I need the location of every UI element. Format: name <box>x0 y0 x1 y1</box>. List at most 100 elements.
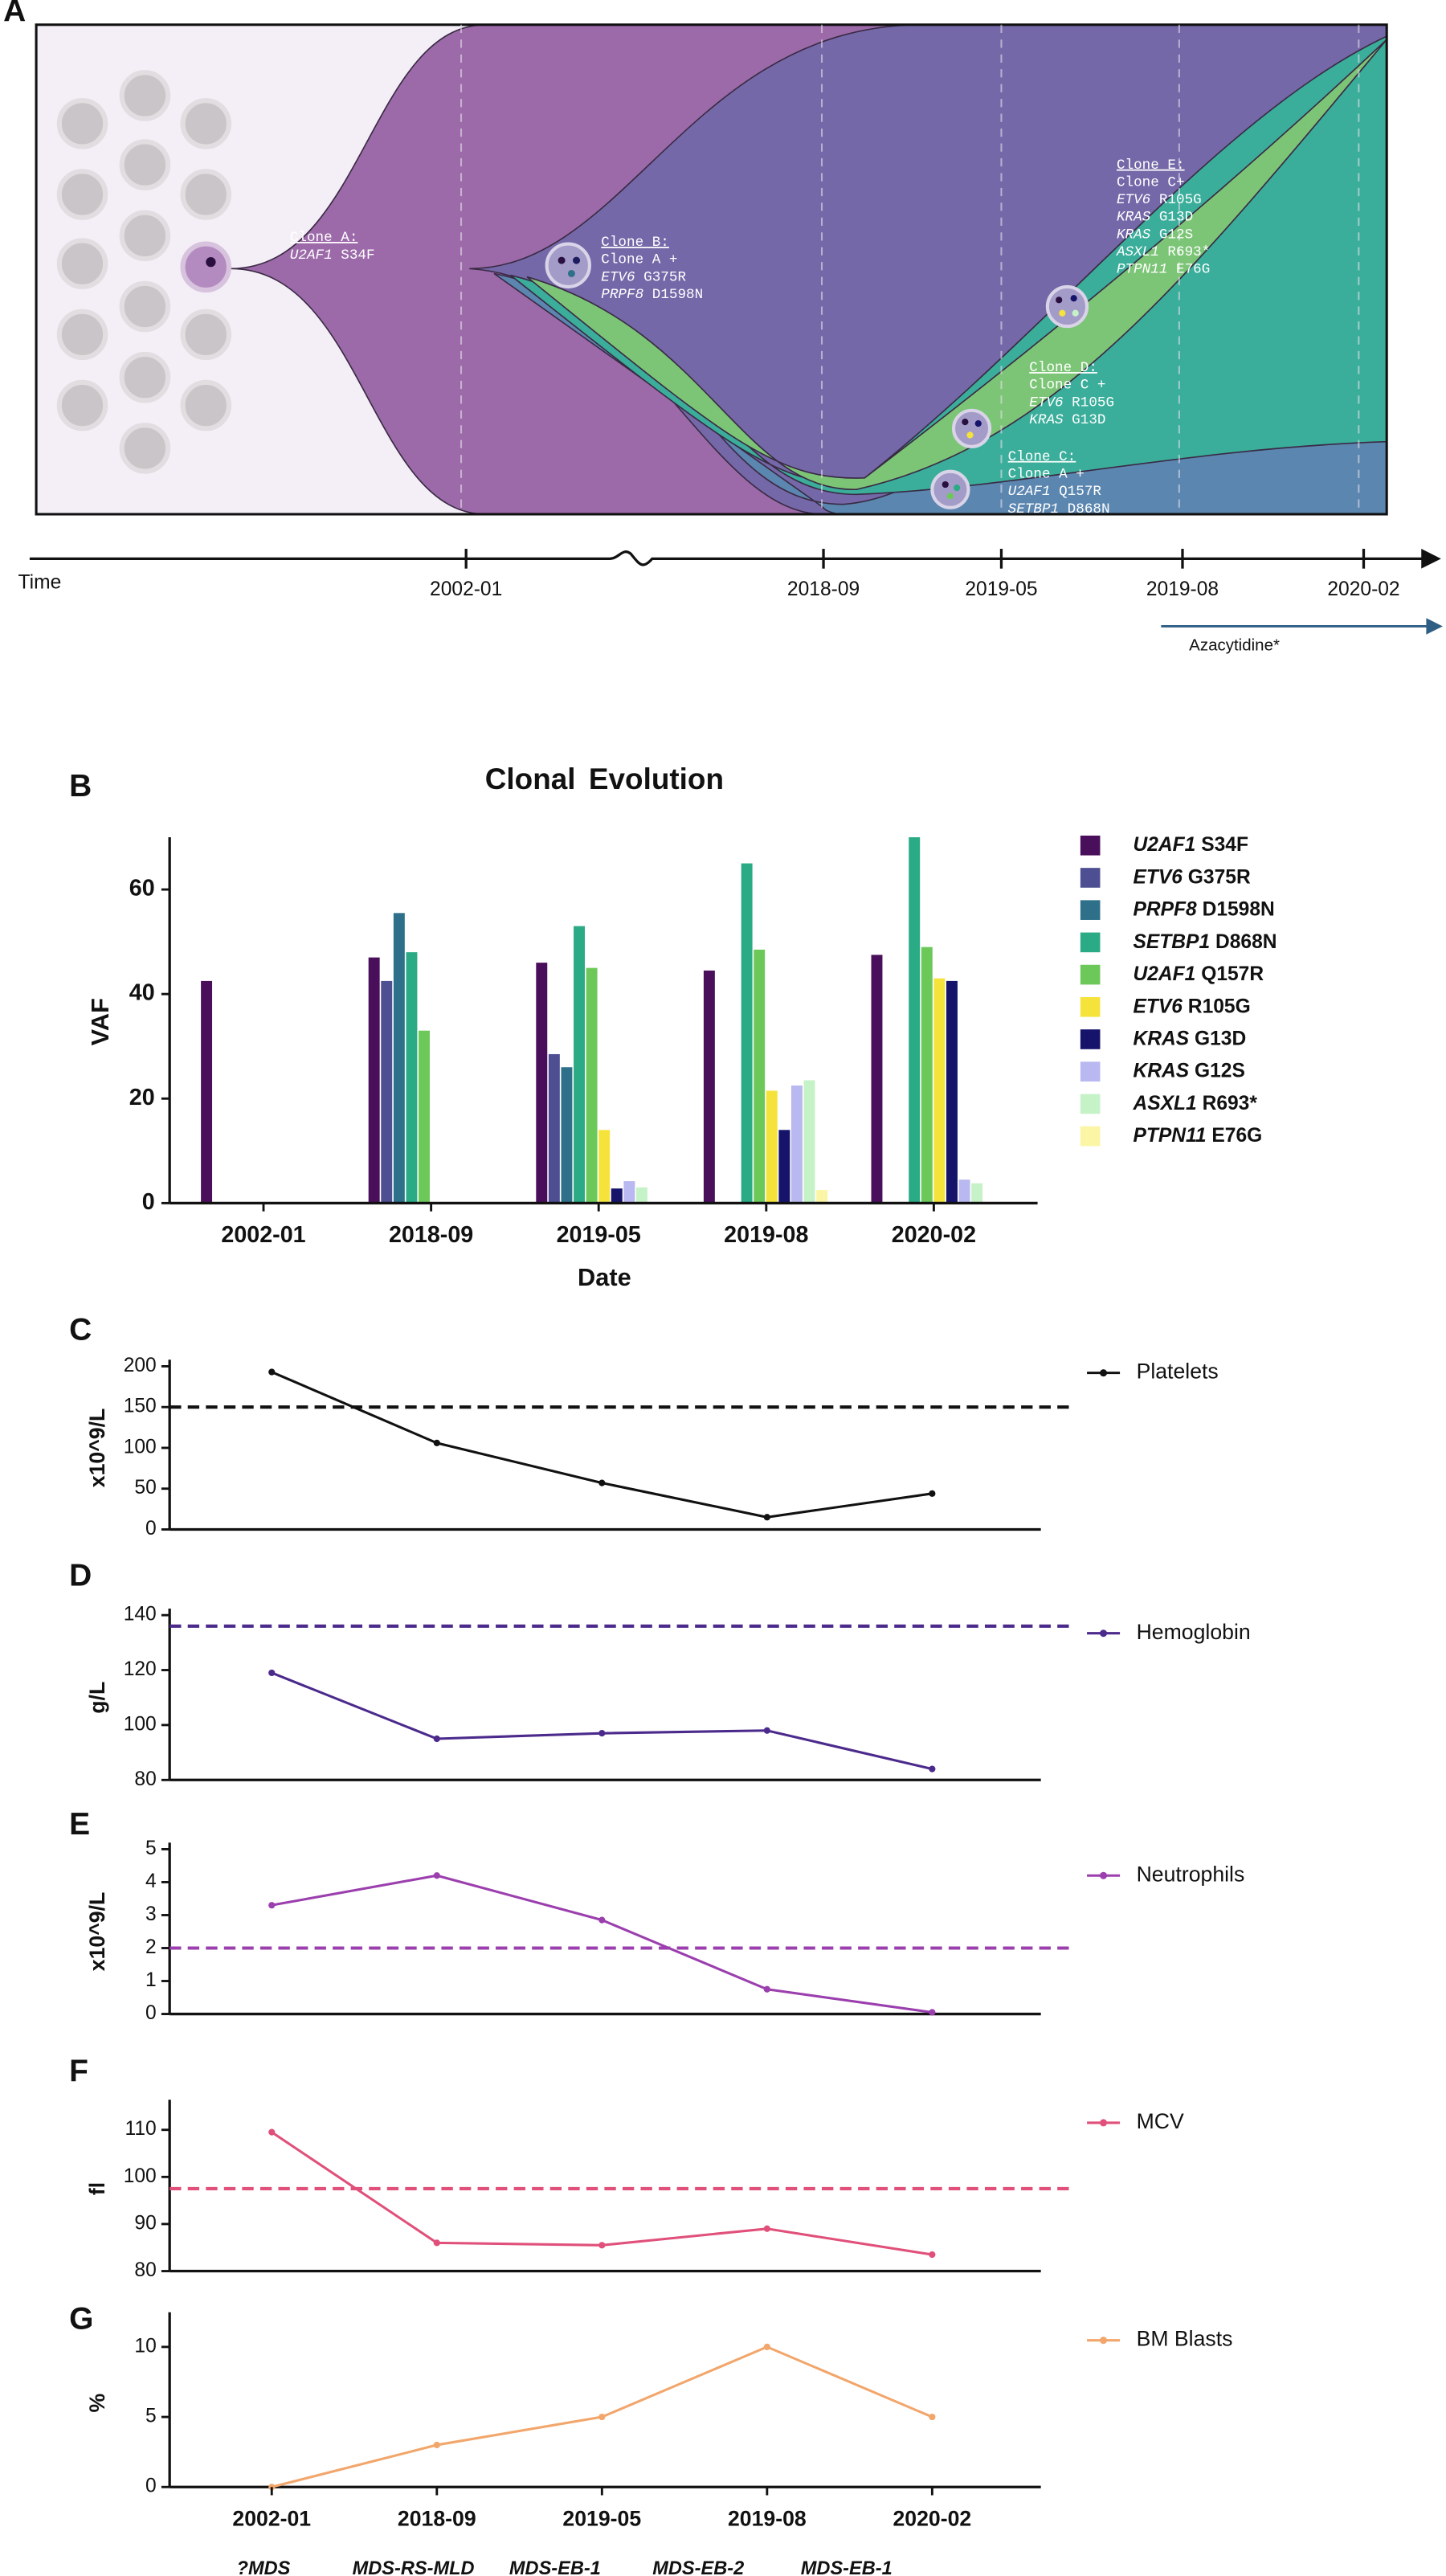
legend-swatch <box>1080 868 1101 888</box>
legend-marker <box>1100 1369 1108 1377</box>
clone-parent: Clone C+ <box>1117 174 1185 190</box>
bar <box>958 1180 970 1204</box>
clone-cell <box>951 408 992 448</box>
y-tick-label: 1 <box>145 1969 157 1991</box>
bar <box>393 913 405 1204</box>
legend-swatch <box>1080 996 1101 1017</box>
point <box>929 2251 936 2259</box>
legend-label: ETV6 R105G <box>1133 996 1250 1017</box>
x-tick-label: 2020-02 <box>893 2506 971 2530</box>
legend-label: MCV <box>1137 2109 1184 2133</box>
x-tick-label: 2018-09 <box>398 2506 476 2530</box>
point <box>268 1368 276 1376</box>
bar <box>635 1187 647 1204</box>
cell <box>180 379 232 431</box>
cell-dot <box>567 269 575 278</box>
y-tick-label: 0 <box>145 1518 157 1539</box>
legend-swatch <box>1080 1061 1101 1082</box>
clone-title: Clone E: <box>1117 157 1185 174</box>
point <box>929 1765 936 1773</box>
y-tick-label: 100 <box>124 2165 157 2187</box>
cell-dot <box>1056 296 1063 304</box>
point <box>268 1669 276 1677</box>
y-axis-label: fl <box>85 2182 109 2195</box>
point <box>598 1479 606 1486</box>
point <box>598 2242 606 2249</box>
fish-plot <box>35 23 1388 516</box>
y-tick-label: 80 <box>134 1768 156 1790</box>
bar <box>909 837 921 1204</box>
clone-mutation: KRAS G12S <box>1117 227 1193 243</box>
point <box>929 1490 936 1497</box>
x-tick-label: 2019-08 <box>728 2506 807 2530</box>
clone-parent: Clone A + <box>601 252 677 268</box>
y-tick-label: 110 <box>125 2118 157 2140</box>
panel-letter: E <box>69 1807 90 1842</box>
y-tick-label: 4 <box>145 1871 157 1892</box>
y-tick-label: 100 <box>124 1713 157 1735</box>
y-tick-label: 0 <box>145 2002 157 2024</box>
y-tick-label: 0 <box>145 2476 157 2497</box>
clone-parent: Clone A + <box>1008 466 1084 482</box>
chart-title: Clonal Evolution <box>485 763 724 795</box>
bar <box>971 1183 983 1204</box>
legend-swatch <box>1080 1029 1101 1049</box>
cell <box>56 309 108 361</box>
legend-label: PTPN11 E76G <box>1133 1125 1262 1147</box>
y-tick-label: 5 <box>145 1838 157 1859</box>
y-tick-label: 90 <box>134 2212 156 2234</box>
panel-letter: F <box>69 2055 88 2089</box>
legend-swatch <box>1080 932 1101 953</box>
bar <box>703 970 715 1204</box>
point <box>929 2413 936 2421</box>
clone-mutation: U2AF1 S34F <box>290 247 375 264</box>
clone-title: Clone B: <box>601 235 669 251</box>
bar <box>406 952 418 1204</box>
x-tick-label: 2020-02 <box>892 1222 976 1248</box>
point <box>598 1916 606 1924</box>
cell-dot <box>1070 295 1077 302</box>
y-axis-label: g/L <box>85 1682 109 1714</box>
cell <box>119 210 171 262</box>
cell <box>119 351 171 403</box>
cell <box>119 423 171 474</box>
treatment-arrowhead <box>1426 618 1443 635</box>
time-line <box>29 550 1427 566</box>
clone-mutation: KRAS G13D <box>1117 209 1193 225</box>
bar <box>816 1190 828 1204</box>
clone-e <box>526 39 1387 491</box>
clone-mutation: KRAS G13D <box>1029 412 1105 428</box>
cell-dot <box>966 431 974 439</box>
legend-label: Neutrophils <box>1137 1862 1245 1886</box>
y-tick-label: 40 <box>129 980 155 1006</box>
y-tick-label: 60 <box>129 876 155 902</box>
legend-swatch <box>1080 900 1101 920</box>
bar <box>368 957 380 1204</box>
founder-cell <box>180 241 232 293</box>
x-tick-label: 2002-01 <box>232 2506 311 2530</box>
cell <box>56 98 108 149</box>
bar <box>921 947 933 1204</box>
clone-mutation: ETV6 R105G <box>1117 192 1202 208</box>
diagnosis-label: ?MDS <box>237 2558 291 2576</box>
series-line <box>271 2131 933 2256</box>
legend-label: SETBP1 D868N <box>1133 930 1276 952</box>
time-guides <box>460 24 1360 514</box>
legend-swatch <box>1080 964 1101 985</box>
point <box>433 2239 440 2247</box>
legend-label: Platelets <box>1137 1360 1219 1384</box>
clone-mutation: ETV6 G375R <box>601 269 686 285</box>
panel-letter: A <box>3 0 26 29</box>
series-line <box>271 1671 933 1771</box>
bar <box>419 1030 430 1204</box>
time-tick-label: 2019-08 <box>1146 579 1219 600</box>
y-tick-label: 10 <box>134 2335 156 2357</box>
y-tick-label: 150 <box>124 1396 157 1417</box>
clone-mutation: ETV6 R105G <box>1029 395 1114 411</box>
y-axis-label: % <box>85 2394 109 2413</box>
x-tick-label: 2002-01 <box>221 1222 305 1248</box>
time-axis <box>29 549 1443 635</box>
cell-dot <box>1059 309 1066 317</box>
